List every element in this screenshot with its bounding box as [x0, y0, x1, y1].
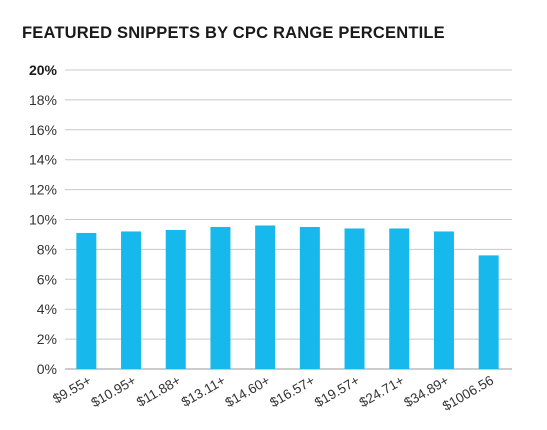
x-tick-label: $11.88+	[134, 373, 183, 410]
bar	[299, 226, 320, 369]
y-tick-label: 12%	[29, 182, 57, 198]
bar	[76, 232, 97, 369]
y-tick-label: 14%	[29, 152, 57, 168]
y-tick-label: 6%	[37, 271, 57, 287]
y-tick-label: 10%	[29, 212, 57, 228]
y-tick-label: 4%	[37, 301, 57, 317]
bar	[478, 255, 499, 369]
x-tick-label: $10.95+	[88, 373, 138, 411]
x-tick-label: $16.57+	[267, 373, 317, 411]
y-tick-label: 20%	[29, 62, 58, 78]
y-tick-label: 8%	[37, 241, 57, 257]
bar	[210, 226, 231, 369]
x-tick-label: $24.71+	[357, 373, 407, 411]
bar	[255, 225, 276, 369]
y-tick-label: 2%	[37, 331, 57, 347]
bar	[344, 228, 365, 369]
x-tick-label: $14.60+	[223, 373, 273, 411]
x-tick-label: $1006.56	[440, 373, 496, 414]
y-tick-label: 18%	[29, 92, 57, 108]
x-tick-label: $13.11+	[179, 373, 228, 410]
chart-title: FEATURED SNIPPETS BY CPC RANGE PERCENTIL…	[22, 24, 445, 42]
x-tick-label: $19.57+	[312, 373, 362, 411]
bar	[121, 231, 142, 369]
bar	[433, 231, 454, 369]
x-tick-label: $9.55+	[50, 373, 94, 407]
bar	[389, 228, 410, 369]
y-tick-label: 16%	[29, 122, 57, 138]
bar	[165, 229, 186, 369]
y-tick-label: 0%	[37, 361, 57, 377]
